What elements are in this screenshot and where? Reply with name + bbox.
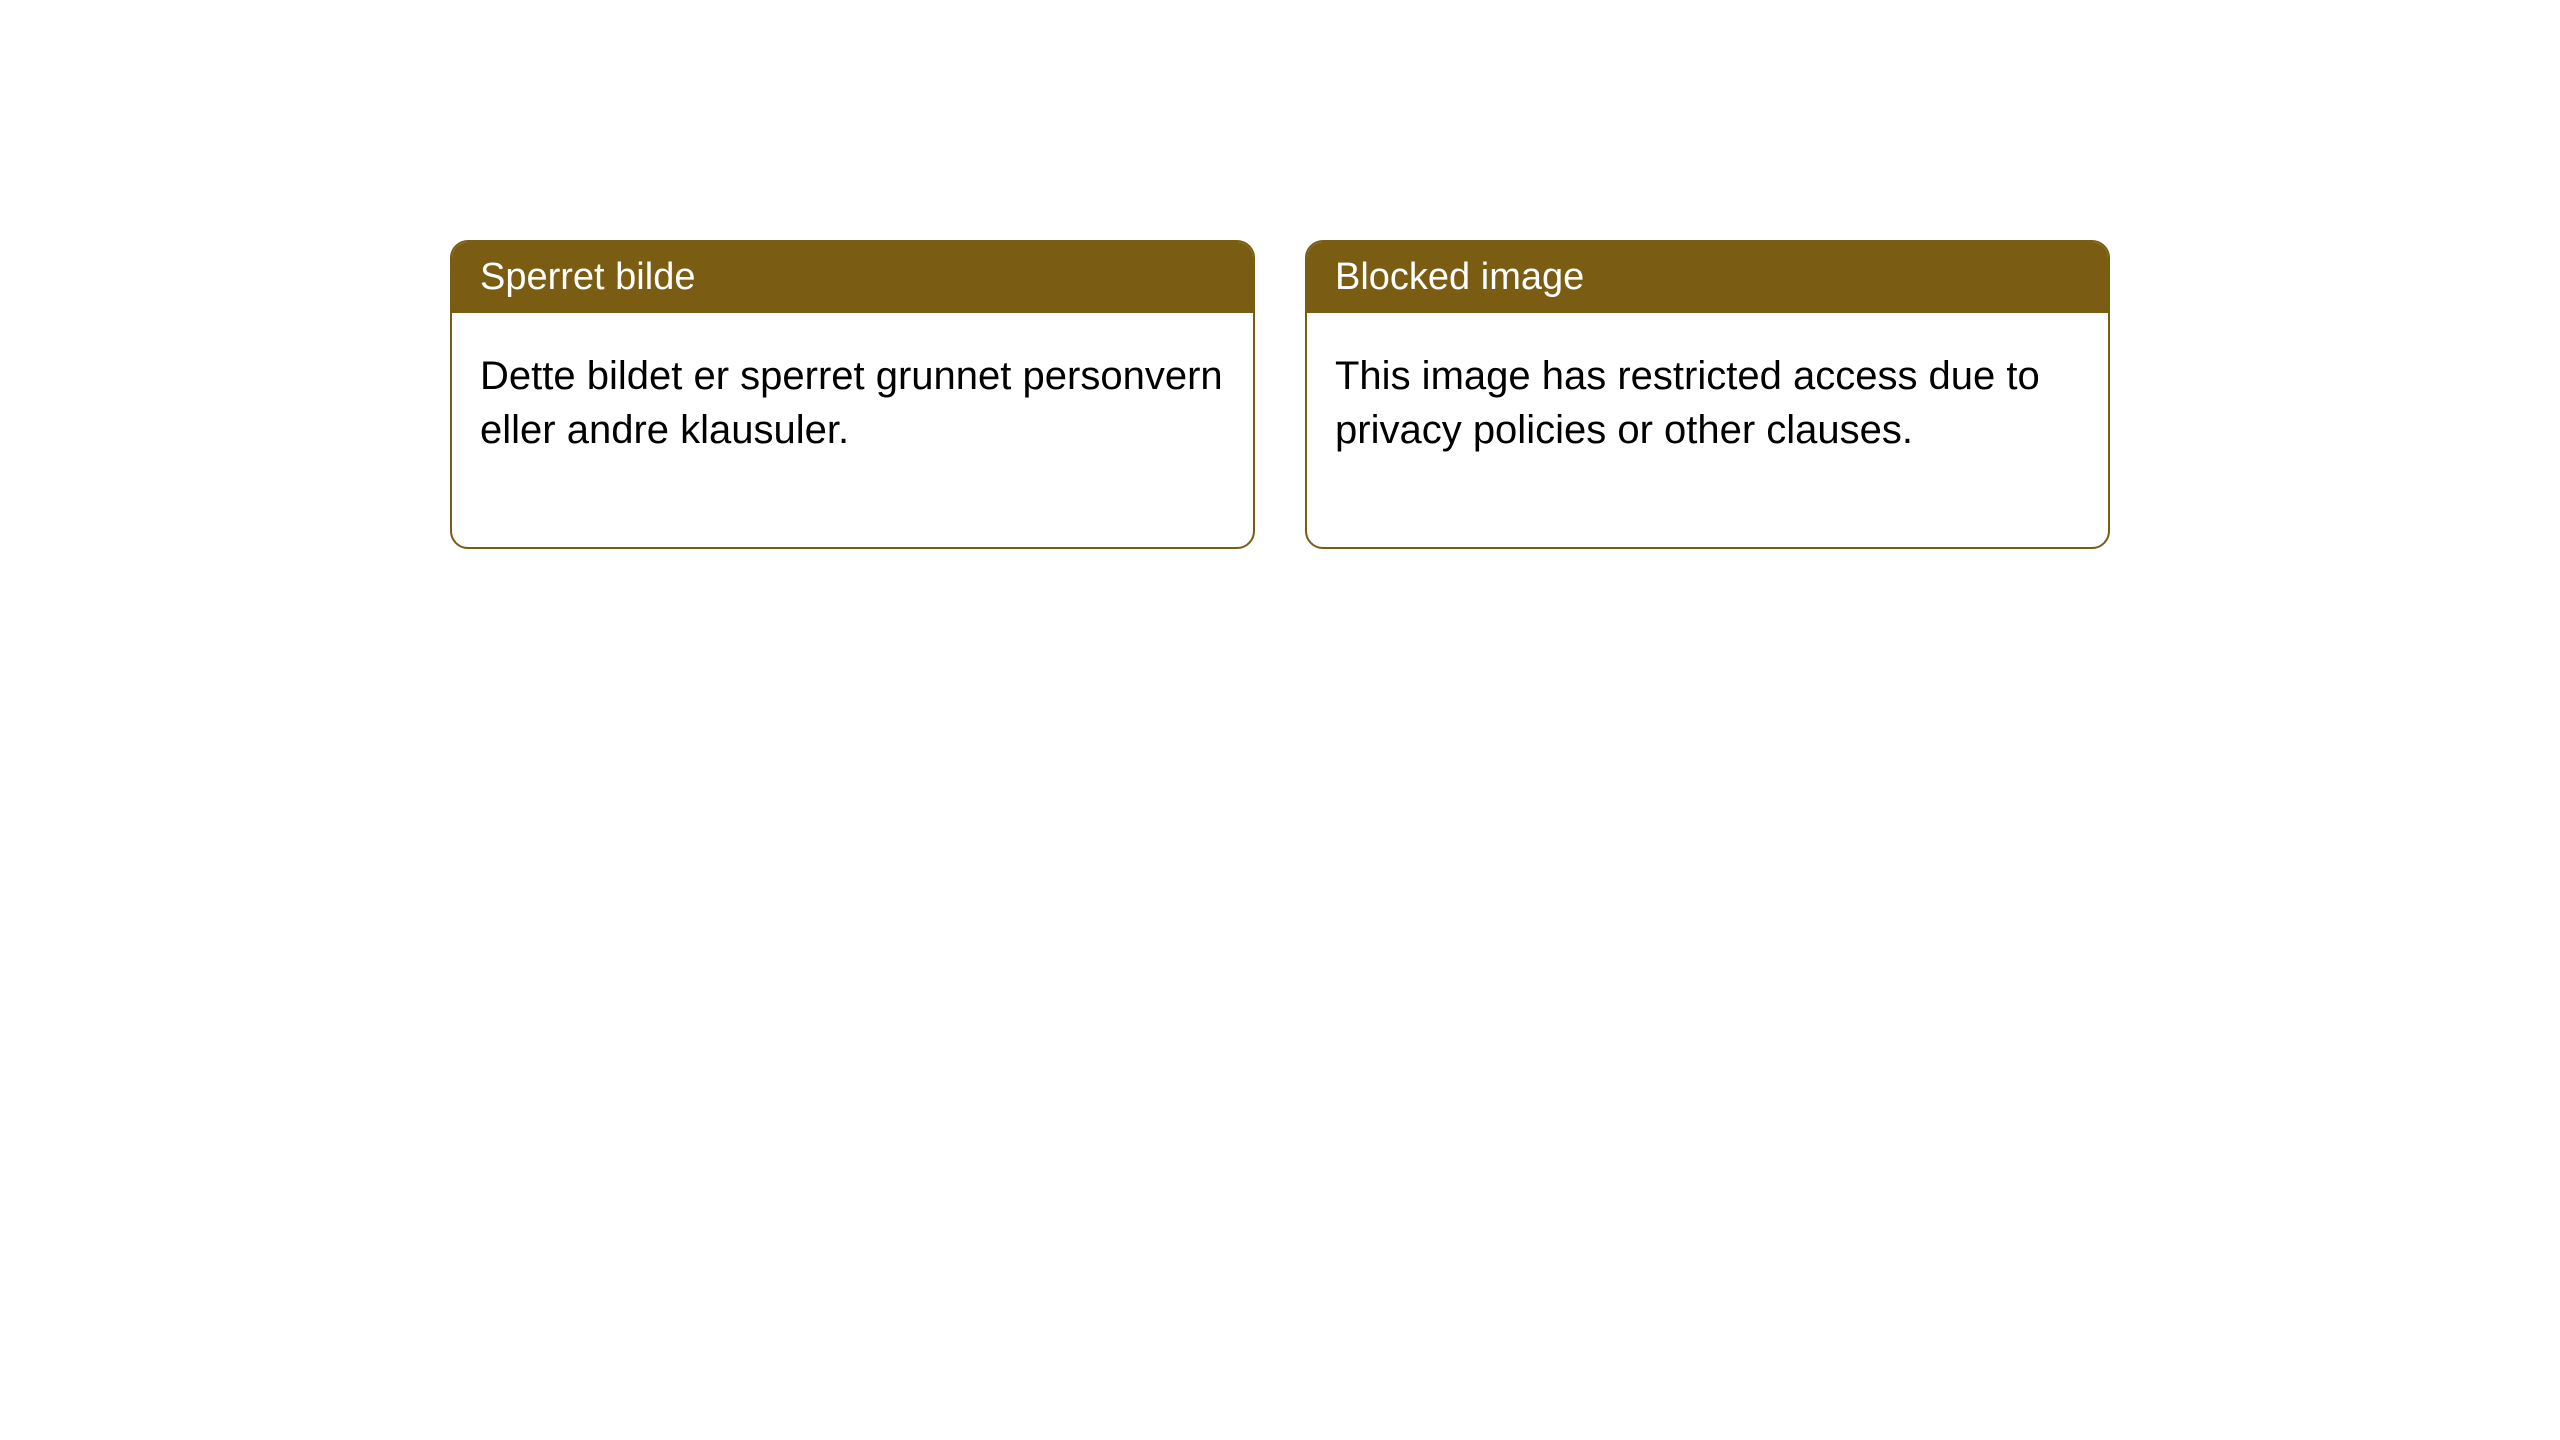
notice-card-norwegian: Sperret bilde Dette bildet er sperret gr… bbox=[450, 240, 1255, 549]
notice-title: Sperret bilde bbox=[480, 256, 695, 298]
notice-text: This image has restricted access due to … bbox=[1335, 354, 2040, 452]
notice-text: Dette bildet er sperret grunnet personve… bbox=[480, 354, 1223, 452]
notice-body: Dette bildet er sperret grunnet personve… bbox=[452, 313, 1253, 547]
notice-header: Blocked image bbox=[1307, 242, 2108, 313]
notice-body: This image has restricted access due to … bbox=[1307, 313, 2108, 547]
notice-title: Blocked image bbox=[1335, 256, 1584, 298]
notice-header: Sperret bilde bbox=[452, 242, 1253, 313]
notice-card-english: Blocked image This image has restricted … bbox=[1305, 240, 2110, 549]
notice-container: Sperret bilde Dette bildet er sperret gr… bbox=[450, 240, 2110, 549]
